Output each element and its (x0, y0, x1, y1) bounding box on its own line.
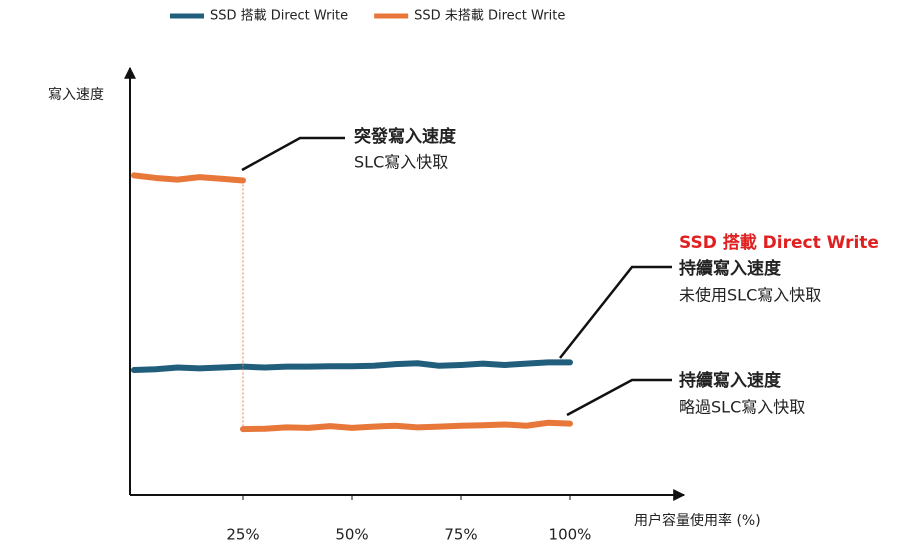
annotation: 略過SLC寫入快取 (679, 398, 805, 417)
annotation: SLC寫入快取 (354, 153, 448, 172)
annotation: 突發寫入速度 (354, 126, 457, 147)
annotation: SSD 搭載 Direct Write (679, 232, 879, 253)
legend-label: SSD 搭載 Direct Write (210, 8, 348, 24)
x-tick-label: 75% (444, 526, 477, 544)
callout-line (241, 136, 345, 172)
x-tick-label: 25% (226, 526, 259, 544)
callout-line (559, 265, 672, 359)
x-tick-label: 50% (335, 526, 368, 544)
y-axis-label: 寫入速度 (48, 86, 104, 103)
annotation: 持續寫入速度 (679, 370, 782, 391)
annotation: 未使用SLC寫入快取 (679, 286, 821, 305)
x-axis-label: 用户容量使用率 (%) (634, 512, 761, 529)
x-tick-label: 100% (549, 526, 592, 544)
annotation: 持續寫入速度 (679, 258, 782, 279)
series-line (131, 359, 573, 374)
series-line (131, 172, 573, 433)
callout-line (566, 378, 672, 417)
legend-label: SSD 未搭載 Direct Write (414, 8, 565, 24)
